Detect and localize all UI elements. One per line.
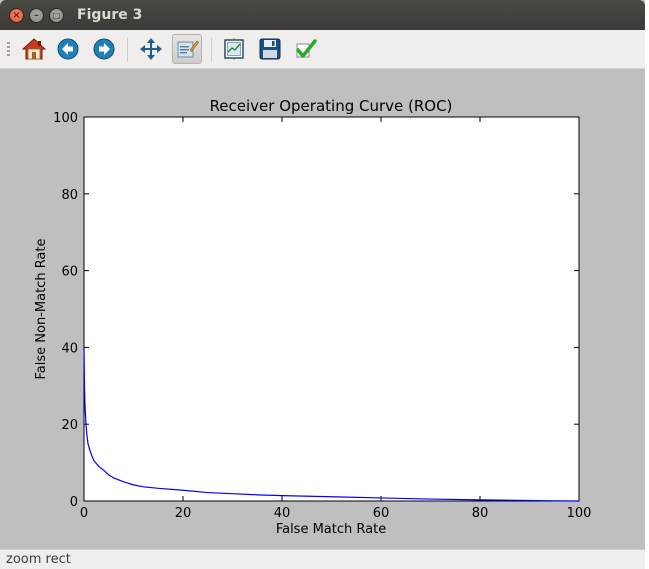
x-tick-label: 40 <box>274 506 291 521</box>
x-tick-label: 100 <box>567 506 592 521</box>
arrow-right-icon <box>93 38 115 60</box>
status-bar: zoom rect <box>0 549 645 569</box>
x-tick-label: 0 <box>80 506 88 521</box>
figure-canvas[interactable]: Receiver Operating Curve (ROC) False Mat… <box>0 69 645 549</box>
x-tick-label: 60 <box>373 506 390 521</box>
y-tick-label: 20 <box>61 418 78 433</box>
maximize-button[interactable]: □ <box>49 8 64 23</box>
edit-axis-button[interactable] <box>291 34 321 64</box>
minimize-icon: – <box>34 9 39 21</box>
y-tick-label: 100 <box>53 111 78 126</box>
toolbar <box>0 30 645 69</box>
window-title: Figure 3 <box>77 7 143 23</box>
x-axis-label: False Match Rate <box>276 522 386 537</box>
roc-chart[interactable]: Receiver Operating Curve (ROC) False Mat… <box>0 69 645 549</box>
floppy-disk-icon <box>259 38 281 60</box>
arrow-left-icon <box>57 38 79 60</box>
status-text: zoom rect <box>6 552 71 567</box>
close-button[interactable]: × <box>9 8 24 23</box>
subplots-icon <box>224 38 244 60</box>
home-icon <box>22 38 46 60</box>
pan-button[interactable] <box>136 34 166 64</box>
move-icon <box>140 38 162 60</box>
checkmark-icon <box>296 39 317 58</box>
back-button[interactable] <box>53 34 83 64</box>
toolbar-separator <box>211 38 212 62</box>
close-icon: × <box>12 9 21 21</box>
y-tick-label: 0 <box>70 495 78 510</box>
y-tick-label: 80 <box>61 188 78 203</box>
toolbar-grip[interactable] <box>7 42 10 58</box>
y-axis-label: False Non-Match Rate <box>34 239 49 380</box>
zoom-rect-icon <box>177 40 199 58</box>
x-tick-label: 20 <box>175 506 192 521</box>
toolbar-separator <box>127 38 128 62</box>
roc-series-line <box>83 347 580 502</box>
y-tick-label: 60 <box>61 265 78 280</box>
series-layer <box>83 347 580 502</box>
chart-title: Receiver Operating Curve (ROC) <box>210 97 453 115</box>
maximize-icon: □ <box>52 10 61 20</box>
forward-button[interactable] <box>89 34 119 64</box>
title-bar[interactable]: × – □ Figure 3 <box>0 0 645 30</box>
home-button[interactable] <box>19 34 49 64</box>
axis-ticks: 0 20 40 60 80 100 0 20 40 60 80 100 <box>53 111 591 521</box>
plot-area[interactable] <box>83 116 580 502</box>
zoom-button[interactable] <box>172 34 202 64</box>
window-edge <box>645 0 649 568</box>
x-tick-label: 80 <box>472 506 489 521</box>
save-button[interactable] <box>255 34 285 64</box>
subplots-button[interactable] <box>219 34 249 64</box>
y-tick-label: 40 <box>61 341 78 356</box>
minimize-button[interactable]: – <box>29 8 44 23</box>
